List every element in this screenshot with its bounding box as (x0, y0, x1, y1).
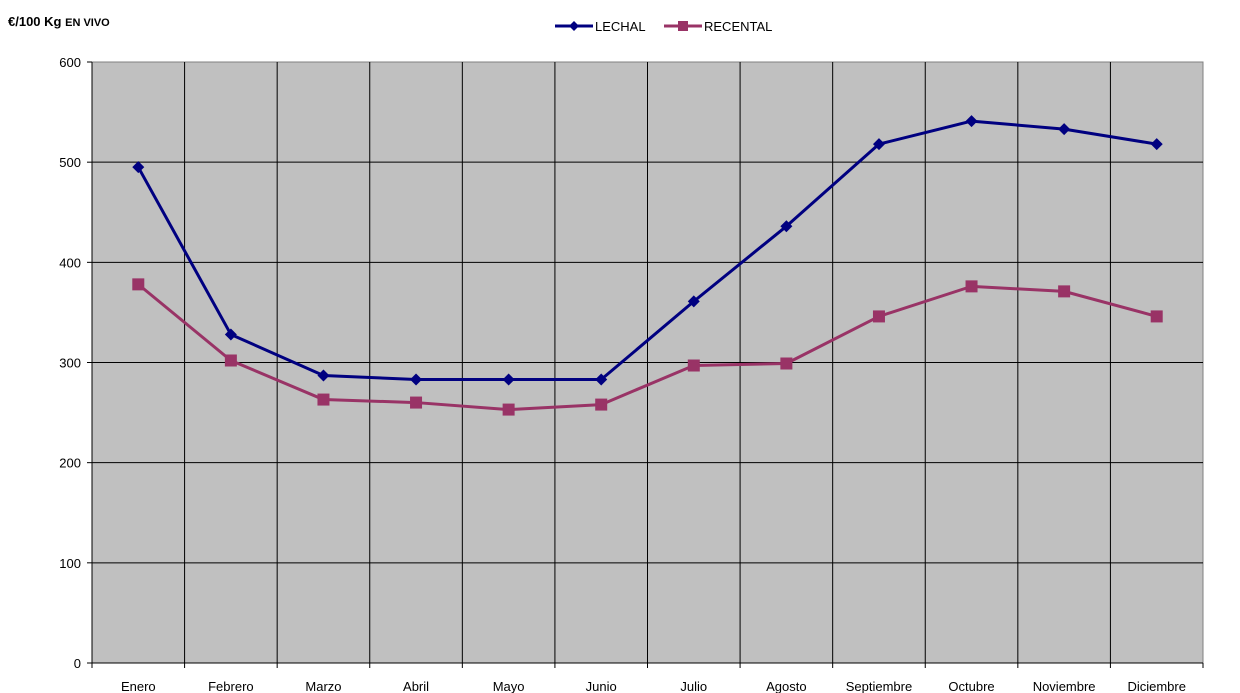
legend-marker-lechal (569, 21, 579, 31)
data-point-recental (132, 278, 145, 291)
data-point-recental (224, 354, 237, 367)
x-tick-label: Marzo (305, 679, 341, 693)
chart-title: €/100 Kg EN VIVO (8, 14, 110, 29)
y-tick-label: 600 (59, 55, 81, 70)
data-point-lechal (595, 373, 608, 386)
x-tick-label: Junio (586, 679, 617, 693)
data-point-recental (317, 393, 330, 406)
y-tick-label: 300 (59, 356, 81, 371)
chart-title-main: €/100 Kg (8, 14, 62, 29)
data-point-lechal (687, 295, 700, 308)
y-tick-label: 100 (59, 556, 81, 571)
x-tick-label: Diciembre (1127, 679, 1186, 693)
legend-label-lechal: LECHAL (595, 19, 646, 34)
data-point-recental (687, 359, 700, 372)
x-tick-label: Julio (680, 679, 707, 693)
data-point-recental (1150, 310, 1163, 323)
data-point-lechal (502, 373, 515, 386)
data-point-lechal (1150, 138, 1163, 151)
series-line-recental (137, 283, 1158, 412)
data-point-lechal (780, 220, 793, 233)
data-point-lechal (224, 328, 237, 341)
data-point-recental (502, 403, 515, 416)
data-point-recental (780, 357, 793, 370)
data-point-lechal (965, 115, 978, 128)
x-tick-label: Agosto (766, 679, 806, 693)
data-point-recental (595, 398, 608, 411)
x-tick-label: Mayo (493, 679, 525, 693)
x-tick-label: Febrero (208, 679, 254, 693)
x-tick-label: Septiembre (846, 679, 912, 693)
legend-marker-recental (678, 21, 688, 31)
y-tick-label: 0 (74, 656, 81, 671)
y-tick-label: 400 (59, 255, 81, 270)
y-tick-label: 500 (59, 155, 81, 170)
y-tick-label: 200 (59, 456, 81, 471)
data-point-recental (1058, 285, 1071, 298)
legend-label-recental: RECENTAL (704, 19, 772, 34)
series-line-lechal (136, 119, 1157, 382)
data-point-lechal (132, 161, 145, 174)
x-tick-label: Octubre (948, 679, 994, 693)
data-point-recental (965, 280, 978, 293)
chart-title-sub: EN VIVO (65, 17, 110, 29)
data-point-recental (410, 396, 423, 409)
data-point-lechal (1058, 123, 1071, 136)
data-point-lechal (872, 138, 885, 151)
x-tick-label: Abril (403, 679, 429, 693)
data-point-lechal (410, 373, 423, 386)
data-point-recental (872, 310, 885, 323)
x-tick-label: Enero (121, 679, 156, 693)
x-tick-label: Noviembre (1033, 679, 1096, 693)
data-point-lechal (317, 369, 330, 382)
